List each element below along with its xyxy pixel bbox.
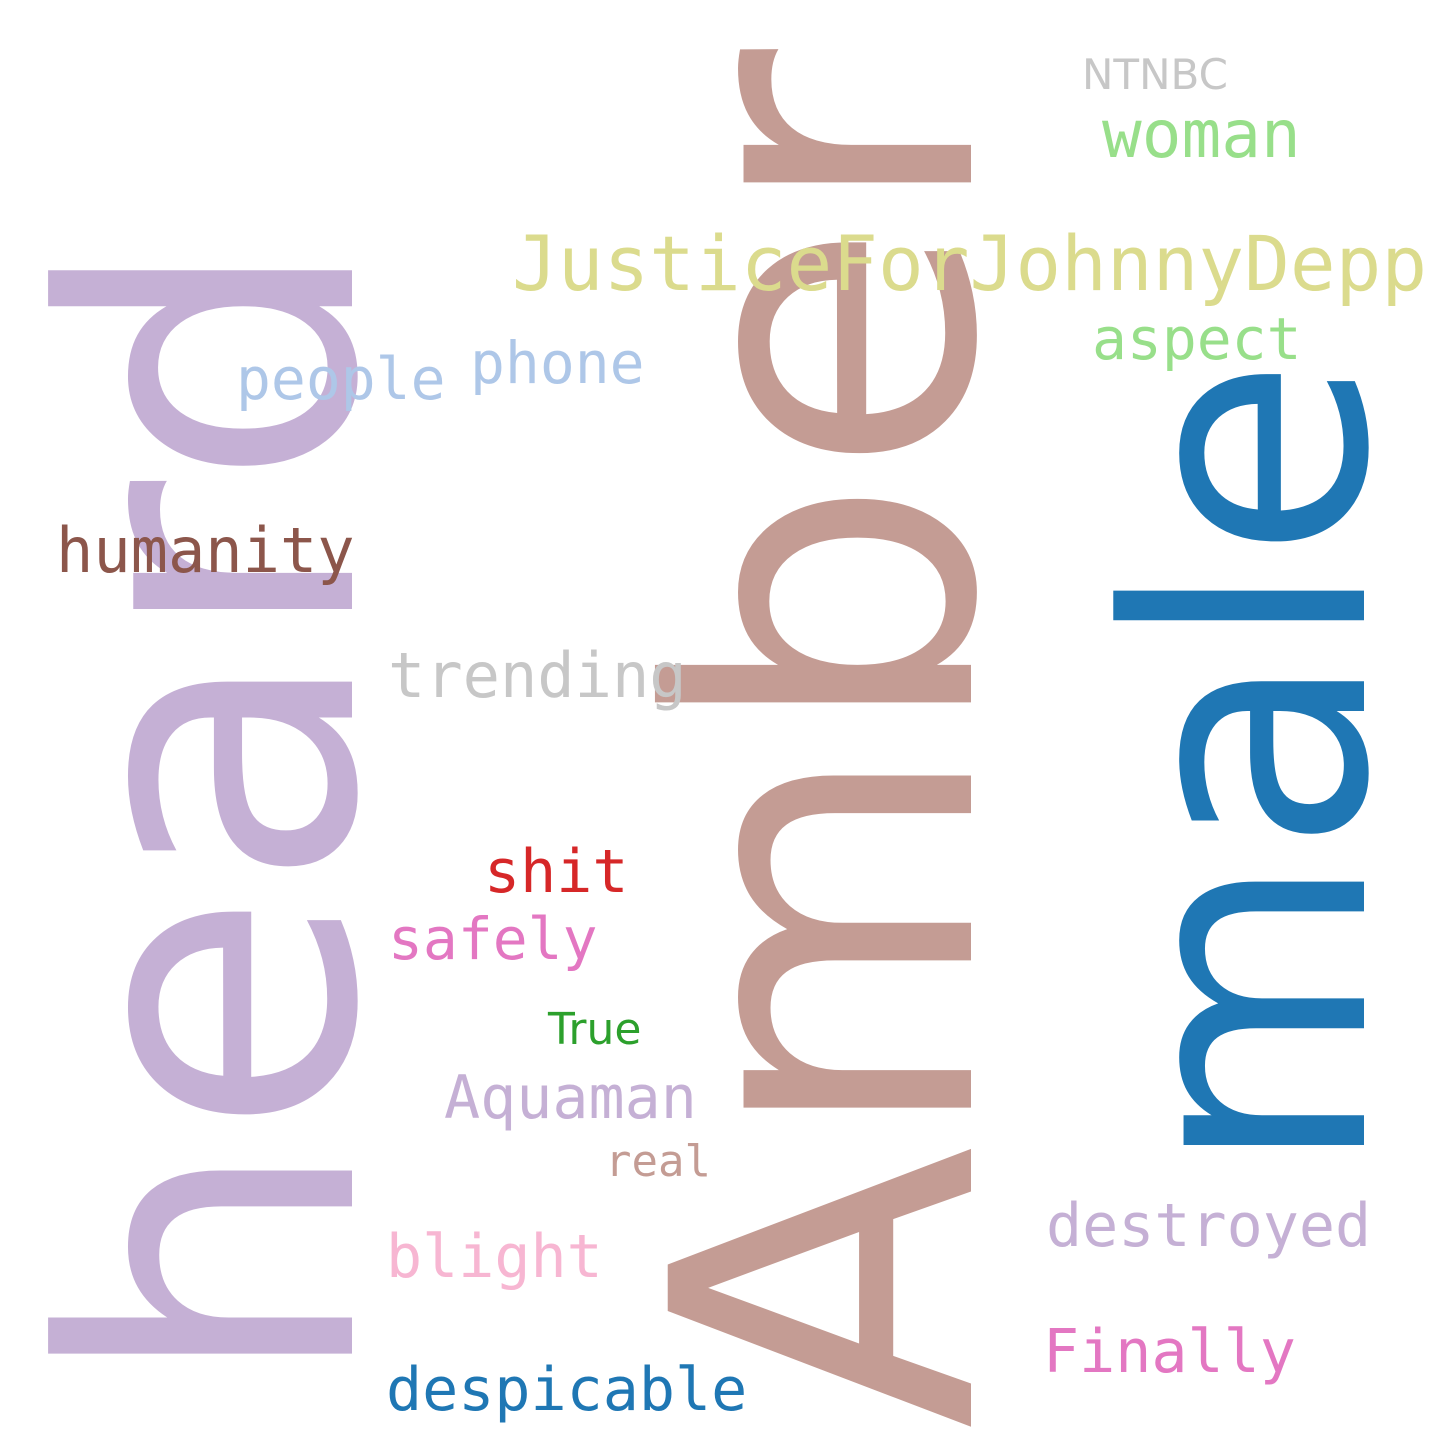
word-ntnbc: NTNBC [1082,50,1228,99]
word-destroyed: destroyed [1046,1191,1372,1261]
word-humanity: humanity [56,514,355,587]
word-safely: safely [388,905,598,973]
word-people: people [236,345,446,413]
word-real: real [605,1136,711,1187]
word-woman: woman [1102,96,1301,173]
word-trending: trending [388,639,687,712]
word-aspect: aspect [1092,305,1302,373]
word-blight: blight [386,1222,603,1292]
word-true: True [548,1004,642,1055]
word-male: male [1058,356,1440,1175]
word-despicable: despicable [386,1355,748,1425]
word-finally: Finally [1043,1317,1296,1387]
word-justicefor-johnnydepp: JusticeForJohnnyDepp [512,219,1428,308]
word-shit: shit [484,837,629,907]
word-aquaman: Aquaman [444,1063,697,1133]
word-phone: phone [470,329,645,397]
